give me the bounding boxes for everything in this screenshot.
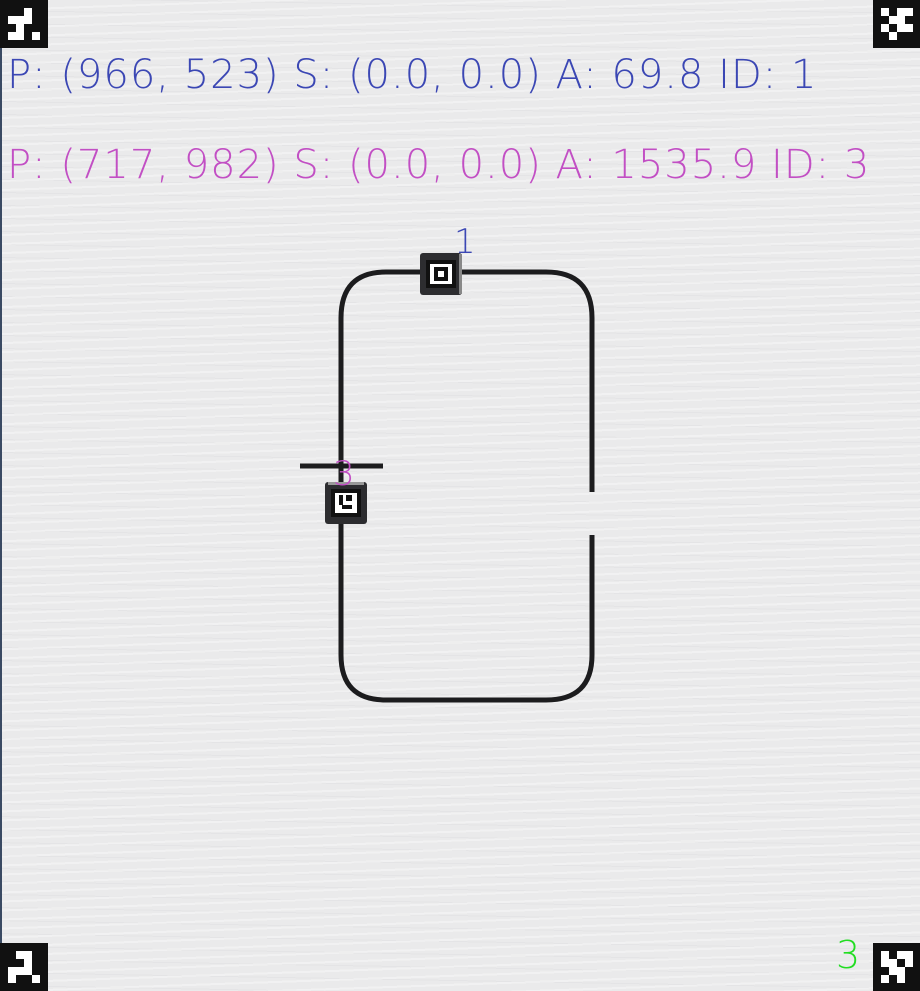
- robot-3-id-label: 3: [333, 454, 355, 494]
- robot-1-id-label: 1: [454, 222, 476, 262]
- robot-3-marker: [324, 481, 368, 525]
- detected-count-label: 3: [836, 933, 861, 977]
- aruco-marker-icon: [873, 0, 920, 48]
- aruco-marker-icon: [0, 943, 48, 991]
- window-left-edge: [0, 0, 2, 991]
- robot-3-pose-readout: P: (717, 982) S: (0.0, 0.0) A: 1535.9 ID…: [7, 142, 871, 188]
- robot-1-pose-readout: P: (966, 523) S: (0.0, 0.0) A: 69.8 ID: …: [7, 52, 818, 98]
- aruco-marker-icon: [0, 0, 48, 48]
- aruco-marker-icon: [873, 943, 920, 991]
- robot-1-marker: [419, 252, 463, 296]
